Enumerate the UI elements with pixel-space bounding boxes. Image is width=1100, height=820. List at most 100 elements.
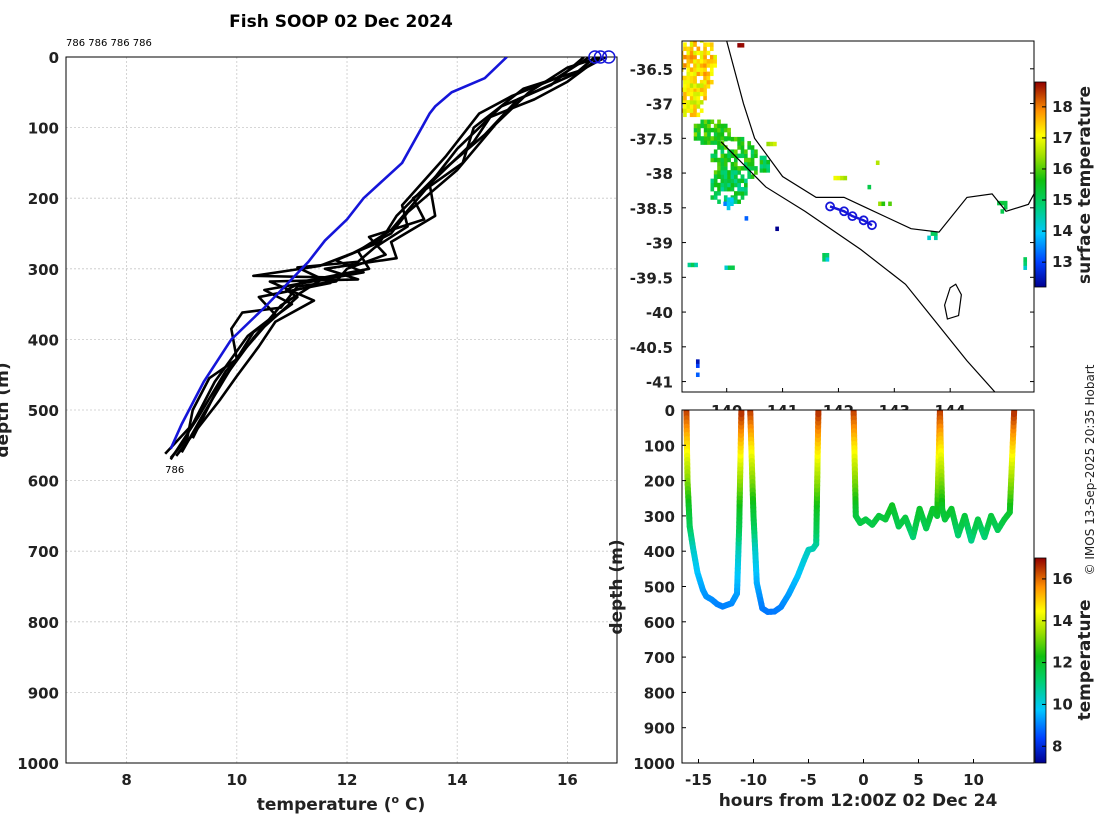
sst-pixel (682, 54, 684, 60)
sst-pixel (766, 159, 771, 165)
sst-pixel (720, 149, 725, 154)
sst-pixel (706, 84, 711, 89)
temperature-colorbar-tick-label: 8 (1052, 737, 1062, 755)
sst-pixel (730, 166, 735, 171)
sst-pixel (759, 164, 764, 169)
section-x-axis-label: hours from 12:00Z 02 Dec 24 (719, 791, 998, 811)
sst-pixel (693, 75, 697, 81)
sst-pixel (881, 201, 886, 207)
hour-tick-label: -5 (800, 771, 817, 789)
sst-pixel (700, 123, 705, 129)
sst-pixel (686, 83, 691, 88)
sst-pixel (737, 170, 741, 175)
profile-axes-frame (65, 56, 618, 764)
sst-pixel (766, 168, 771, 173)
sst-pixel (744, 191, 748, 196)
section-depth-tick-label: 800 (644, 684, 675, 702)
sst-pixel (693, 34, 697, 38)
sst-pixel (717, 145, 721, 150)
latitude-tick-label: -38 (646, 165, 673, 183)
latitude-tick-label: -39.5 (630, 269, 673, 287)
sst-pixel (699, 108, 704, 113)
sst-pixel (694, 262, 698, 268)
sst-pixel (723, 166, 728, 171)
sst-pixel (726, 201, 731, 207)
sst-pixel (737, 166, 741, 171)
sst-pixel (713, 140, 718, 145)
sst-pixel (833, 175, 838, 181)
sst-pixel (723, 174, 728, 179)
sst-pixel (737, 178, 741, 184)
sst-pixel (763, 164, 767, 169)
sst-pixel (723, 186, 728, 192)
sst-pixel (683, 112, 687, 118)
sst-pixel (713, 149, 718, 154)
sst-pixel (773, 141, 777, 147)
sst-pixel (717, 186, 721, 192)
sst-pixel (683, 104, 687, 109)
sst-pixel (717, 182, 721, 188)
sst-pixel (717, 191, 721, 196)
depth-tick-label: 100 (28, 120, 59, 138)
sst-pixel (693, 79, 697, 84)
temperature-profile-line (180, 57, 607, 454)
sst-pixel (682, 63, 684, 68)
sst-pixel (696, 91, 701, 97)
sst-pixel (683, 95, 687, 101)
ship-track-line (829, 205, 873, 227)
sst-pixel (720, 170, 725, 175)
section-depth-tick-label: 600 (644, 614, 675, 632)
ship-position-marker (858, 215, 869, 226)
sst-pixel (703, 123, 708, 129)
sst-pixel (686, 75, 691, 81)
sst-pixel (730, 182, 735, 188)
section-depth-tick-label: 300 (644, 508, 675, 526)
sst-colorbar-tick-label: 17 (1052, 129, 1073, 147)
profile-end-label: 786 (165, 465, 184, 476)
sst-pixel (697, 136, 701, 141)
sst-pixel (733, 199, 738, 204)
sst-pixel (750, 161, 755, 167)
depth-tick-label: 0 (49, 49, 59, 67)
hour-tick-label: 0 (858, 771, 868, 789)
sst-pixel (696, 46, 701, 52)
sst-pixel (683, 54, 687, 60)
sst-pixel (703, 84, 707, 89)
sst-pixel (683, 91, 687, 97)
sst-pixel (682, 108, 684, 113)
sst-pixel (686, 91, 691, 97)
sst-pixel (682, 75, 684, 81)
sst-pixel (822, 257, 826, 262)
sst-colorbar-tick-label: 16 (1052, 160, 1073, 178)
temperature-tick-label: 8 (121, 771, 131, 789)
sst-pixel (693, 95, 697, 101)
sst-pixel (1003, 205, 1008, 210)
temperature-profile-line (191, 57, 601, 439)
sst-pixel (703, 75, 707, 81)
sst-pixel (693, 132, 698, 137)
sst-pixel (726, 205, 731, 211)
sst-pixel (696, 63, 701, 68)
sst-pixel (696, 50, 701, 56)
sst-pixel (689, 108, 694, 113)
depth-tick-label: 600 (28, 473, 59, 491)
sst-pixel (717, 161, 721, 167)
depth-tick-label: 1000 (17, 755, 59, 773)
sst-pixel (840, 175, 844, 181)
sst-pixel (730, 186, 735, 192)
sst-pixel (875, 160, 880, 166)
sst-pixel (707, 127, 711, 133)
sst-pixel (750, 149, 755, 154)
sst-pixel (700, 136, 705, 141)
sst-pixel (769, 141, 774, 147)
depth-tick-label: 400 (28, 331, 59, 349)
sst-pixel (727, 127, 731, 133)
sst-pixel (709, 79, 714, 85)
section-depth-tick-label: 900 (644, 720, 675, 738)
sst-pixel (733, 149, 738, 154)
sst-pixel (706, 59, 711, 64)
sst-pixel (750, 145, 755, 150)
sst-pixel (689, 79, 694, 85)
sst-pixel (710, 186, 715, 192)
